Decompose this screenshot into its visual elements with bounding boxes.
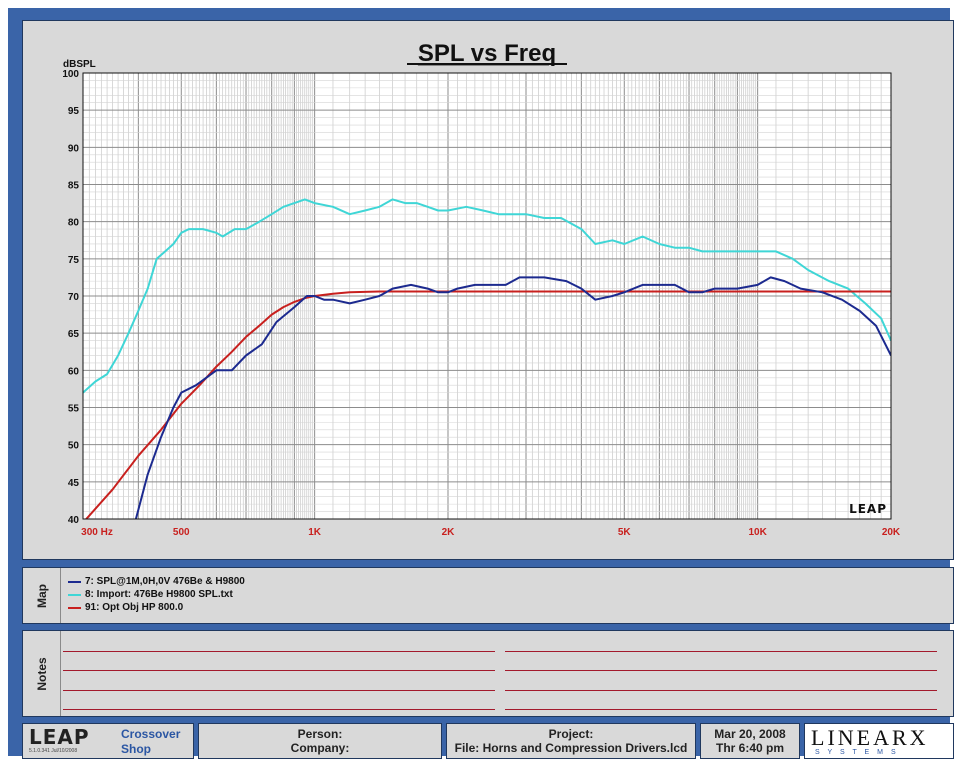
notes-label: Notes bbox=[34, 656, 49, 691]
date-label: Mar 20, 2008 bbox=[714, 727, 786, 741]
leap-watermark: LEAP bbox=[849, 502, 887, 516]
y-tick-label: 50 bbox=[68, 441, 80, 452]
y-tick-label: 80 bbox=[68, 218, 80, 229]
y-tick-label: 45 bbox=[68, 478, 80, 489]
note-line[interactable] bbox=[63, 709, 495, 710]
map-entry: 91: Opt Obj HP 800.0 bbox=[68, 601, 245, 614]
plot-border bbox=[82, 72, 892, 520]
map-entry: 8: Import: 476Be H9800 SPL.txt bbox=[68, 588, 245, 601]
person-label: Person: bbox=[297, 727, 343, 741]
note-line[interactable] bbox=[505, 709, 937, 710]
swatch-series-7 bbox=[68, 580, 81, 583]
note-line[interactable] bbox=[63, 670, 495, 671]
chart-panel: 100 95 90 85 80 75 70 65 60 55 50 45 40 300 Hz 500 1K 2K… bbox=[22, 20, 954, 560]
notes-panel: Notes bbox=[22, 630, 954, 717]
chart-title: SPL vs Freq bbox=[418, 40, 556, 67]
leap-logo: LEAP bbox=[29, 725, 90, 749]
swatch-series-8 bbox=[68, 593, 81, 596]
x-tick-label: 500 bbox=[173, 527, 190, 538]
y-tick-label: 75 bbox=[68, 255, 80, 266]
y-tick-label: 55 bbox=[68, 404, 80, 415]
brand-logo: LINEARX bbox=[811, 725, 929, 750]
map-label: Map bbox=[34, 583, 49, 608]
note-line[interactable] bbox=[63, 651, 495, 652]
x-tick-label: 2K bbox=[442, 527, 456, 538]
y-tick-label: 90 bbox=[68, 143, 80, 154]
y-tick-label: 60 bbox=[68, 366, 80, 377]
swatch-series-91 bbox=[68, 606, 81, 609]
map-panel: Map 7: SPL@1M,0H,0V 476Be & H9800 8: Imp… bbox=[22, 567, 954, 624]
series-line-0 bbox=[134, 276, 891, 519]
x-tick-label: 20K bbox=[882, 527, 901, 538]
y-tick-label: 100 bbox=[62, 69, 79, 80]
map-entry-label: 8: Import: 476Be H9800 SPL.txt bbox=[85, 589, 233, 600]
map-entry: 7: SPL@1M,0H,0V 476Be & H9800 bbox=[68, 575, 245, 588]
x-tick-label: 300 Hz bbox=[81, 527, 113, 538]
note-line[interactable] bbox=[63, 690, 495, 691]
version-text: 5.1.0.341 Jul/10/2008 bbox=[29, 748, 78, 754]
company-label: Company: bbox=[290, 741, 350, 755]
y-tick-label: 65 bbox=[68, 329, 80, 340]
file-label: File: Horns and Compression Drivers.lcd bbox=[454, 741, 688, 755]
footer-brand-box: LINEARX S Y S T E M S bbox=[804, 723, 954, 759]
notes-tab: Notes bbox=[23, 631, 61, 716]
app-frame: 100 95 90 85 80 75 70 65 60 55 50 45 40 300 Hz 500 1K 2K… bbox=[8, 8, 954, 759]
note-line[interactable] bbox=[505, 690, 937, 691]
x-tick-label: 1K bbox=[308, 527, 322, 538]
time-label: Thr 6:40 pm bbox=[715, 741, 784, 755]
x-tick-label: 10K bbox=[748, 527, 767, 538]
footer: LEAP 5.1.0.341 Jul/10/2008 Crossover Sho… bbox=[22, 723, 954, 761]
map-tab: Map bbox=[23, 568, 61, 623]
map-legend: 7: SPL@1M,0H,0V 476Be & H9800 8: Import:… bbox=[68, 575, 245, 614]
map-entry-label: 7: SPL@1M,0H,0V 476Be & H9800 bbox=[85, 576, 245, 587]
footer-app-box: LEAP 5.1.0.341 Jul/10/2008 Crossover Sho… bbox=[22, 723, 194, 759]
footer-project-box: Project: File: Horns and Compression Dri… bbox=[446, 723, 696, 759]
series-line-1 bbox=[83, 198, 891, 394]
y-tick-label: 40 bbox=[68, 515, 80, 526]
app-name-line1: Crossover bbox=[121, 727, 181, 741]
footer-person-box: Person: Company: bbox=[198, 723, 442, 759]
project-label: Project: bbox=[548, 727, 594, 741]
series-line-2 bbox=[84, 290, 891, 519]
y-axis-label: dBSPL bbox=[63, 59, 96, 70]
y-tick-label: 95 bbox=[68, 106, 80, 117]
note-line[interactable] bbox=[505, 651, 937, 652]
x-tick-label: 5K bbox=[618, 527, 632, 538]
y-tick-label: 85 bbox=[68, 181, 80, 192]
note-line[interactable] bbox=[505, 670, 937, 671]
y-tick-label: 70 bbox=[68, 292, 80, 303]
brand-sub: S Y S T E M S bbox=[815, 749, 899, 756]
app-name-line2: Shop bbox=[121, 742, 151, 756]
footer-date-box: Mar 20, 2008 Thr 6:40 pm bbox=[700, 723, 800, 759]
map-entry-label: 91: Opt Obj HP 800.0 bbox=[85, 602, 184, 613]
